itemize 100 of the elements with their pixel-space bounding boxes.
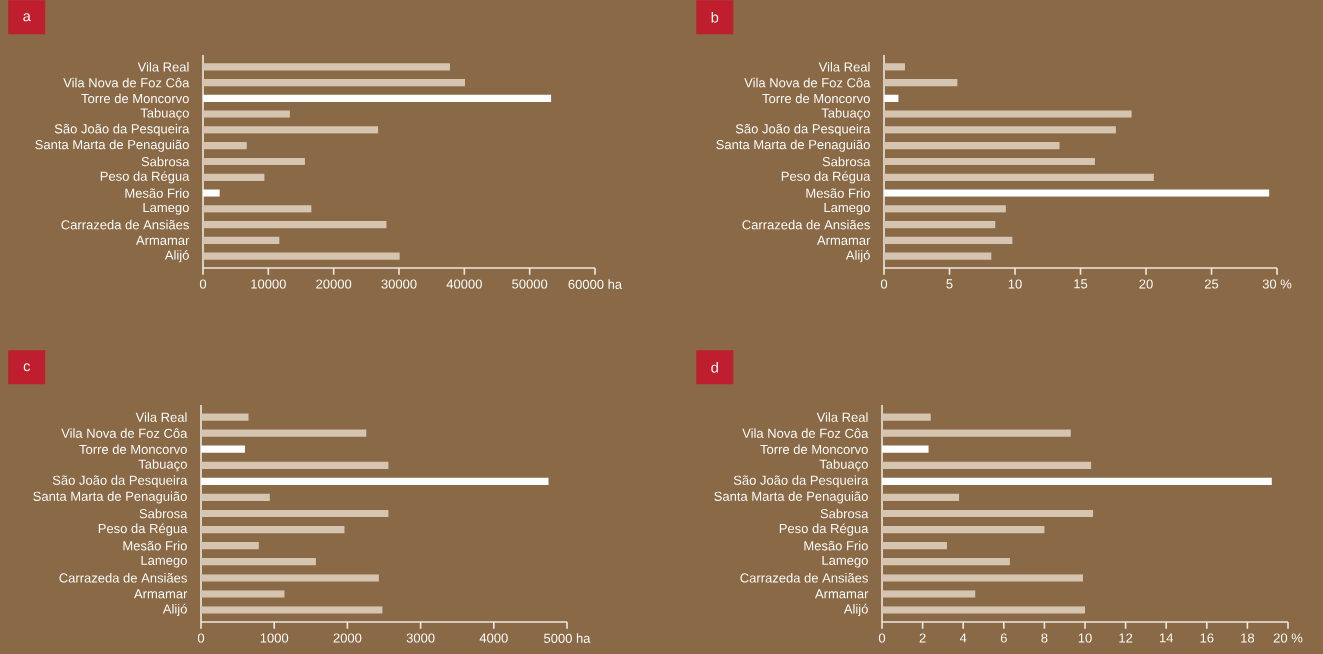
y-tick-label: Carrazeda de Ansiães bbox=[742, 219, 870, 230]
x-tick-label: 10 bbox=[1008, 279, 1022, 289]
x-tick-label: 2000 bbox=[333, 633, 362, 643]
y-tick-label: Mesão Frio bbox=[125, 188, 189, 198]
bar bbox=[201, 429, 367, 437]
y-tick-label: Armamar bbox=[814, 589, 869, 599]
x-tick-label: 15 bbox=[1074, 279, 1088, 289]
bar bbox=[203, 236, 280, 244]
bar bbox=[882, 477, 1272, 485]
x-tick-label: 5 bbox=[946, 279, 953, 289]
bar bbox=[201, 606, 383, 614]
bar bbox=[201, 445, 245, 453]
bar bbox=[203, 221, 387, 229]
x-tick-label: 20 bbox=[1139, 279, 1153, 289]
x-tick-label: 10000 bbox=[251, 279, 286, 289]
x-tick-label: 40000 bbox=[446, 279, 482, 289]
y-tick-label: Lamego bbox=[824, 203, 870, 215]
x-tick-label: 60000 ha bbox=[568, 279, 623, 289]
y-tick-label: Vila Nova de Foz Côa bbox=[742, 428, 869, 438]
y-tick-label: Vila Real bbox=[818, 62, 870, 72]
y-tick-label: Torre de Moncorvo bbox=[81, 93, 189, 104]
x-tick-label: 4 bbox=[959, 633, 967, 643]
y-tick-label: Tabuaço bbox=[138, 459, 187, 472]
bar bbox=[882, 558, 1010, 566]
bar bbox=[882, 461, 1092, 469]
bar bbox=[882, 606, 1086, 614]
bar bbox=[201, 477, 549, 485]
x-tick-label: 8 bbox=[1041, 633, 1048, 643]
y-tick-label: Alijó bbox=[164, 250, 189, 263]
bar bbox=[882, 429, 1071, 437]
y-tick-label: Armamar bbox=[135, 235, 190, 245]
bar bbox=[884, 79, 958, 87]
x-tick-label: 1000 bbox=[260, 633, 289, 643]
y-tick-label: São João da Pesqueira bbox=[733, 475, 869, 488]
x-tick-label: 25 bbox=[1204, 279, 1219, 289]
x-tick-label: 12 bbox=[1119, 633, 1133, 643]
y-tick-label: Mesão Frio bbox=[806, 188, 870, 198]
y-tick-label: Torre de Moncorvo bbox=[760, 444, 868, 454]
bar bbox=[203, 126, 379, 134]
x-tick-label: 0 bbox=[199, 279, 207, 289]
y-tick-label: Peso da Régua bbox=[100, 171, 190, 184]
y-tick-label: Carrazeda de Ansiães bbox=[61, 219, 189, 230]
bar bbox=[203, 189, 220, 197]
x-tick-label: 50000 bbox=[512, 279, 548, 289]
y-tick-label: Vila Nova de Foz Côa bbox=[63, 77, 190, 88]
y-tick-label: Sabrosa bbox=[141, 156, 190, 167]
y-tick-label: Sabrosa bbox=[139, 508, 188, 519]
bar bbox=[882, 493, 960, 502]
bar bbox=[882, 445, 929, 453]
x-tick-label: 20000 bbox=[316, 279, 352, 289]
bar bbox=[203, 79, 465, 87]
bar bbox=[203, 94, 552, 102]
x-tick-label: 0 bbox=[197, 633, 205, 643]
y-tick-label: Peso da Régua bbox=[779, 523, 869, 536]
y-tick-label: Vila Real bbox=[816, 412, 868, 422]
y-tick-label: São João da Pesqueira bbox=[735, 123, 871, 136]
bar bbox=[884, 252, 992, 260]
y-tick-label: Lamego bbox=[141, 555, 187, 568]
text: a bbox=[23, 13, 31, 22]
bar bbox=[882, 413, 931, 421]
bar bbox=[201, 558, 316, 566]
y-tick-label: Tabuaço bbox=[140, 108, 189, 121]
bar bbox=[882, 509, 1094, 518]
y-tick-label: Alijó bbox=[843, 603, 868, 617]
y-tick-label: Santa Marta de Penaguião bbox=[35, 139, 189, 152]
x-tick-label: 14 bbox=[1159, 633, 1174, 643]
x-tick-label: 18 bbox=[1241, 633, 1255, 643]
y-tick-label: São João da Pesqueira bbox=[54, 123, 190, 136]
y-tick-label: Tabuaço bbox=[819, 459, 868, 472]
y-tick-label: Sabrosa bbox=[820, 508, 869, 519]
x-tick-label: 20 % bbox=[1273, 633, 1303, 643]
bar bbox=[884, 63, 905, 71]
y-tick-label: Tabuaço bbox=[821, 108, 870, 121]
y-tick-label: Mesão Frio bbox=[804, 540, 868, 551]
bar bbox=[201, 461, 389, 469]
y-tick-label: Torre de Moncorvo bbox=[762, 93, 870, 104]
y-tick-label: Vila Nova de Foz Côa bbox=[744, 77, 871, 88]
bar bbox=[884, 173, 1154, 181]
bar bbox=[884, 205, 1006, 213]
x-tick-label: 0 bbox=[878, 633, 886, 643]
bar bbox=[203, 63, 450, 71]
bar bbox=[884, 142, 1060, 150]
y-tick-label: Peso da Régua bbox=[781, 171, 871, 184]
y-tick-label: Sabrosa bbox=[822, 156, 871, 167]
x-tick-label: 30000 bbox=[381, 279, 417, 289]
y-tick-label: Alijó bbox=[845, 250, 870, 263]
bar bbox=[203, 173, 265, 181]
y-tick-label: Santa Marta de Penaguião bbox=[716, 139, 870, 152]
bar bbox=[201, 525, 345, 534]
bar bbox=[203, 205, 312, 213]
bar bbox=[884, 221, 996, 229]
bar bbox=[203, 252, 400, 260]
y-tick-label: Vila Nova de Foz Côa bbox=[61, 428, 188, 438]
x-tick-label: 3000 bbox=[406, 633, 435, 643]
bar bbox=[884, 157, 1095, 166]
y-tick-label: São João da Pesqueira bbox=[52, 475, 188, 488]
y-tick-label: Santa Marta de Penaguião bbox=[33, 491, 187, 504]
x-tick-label: 16 bbox=[1200, 633, 1214, 643]
bar bbox=[201, 493, 270, 502]
x-tick-label: 2 bbox=[919, 633, 926, 643]
